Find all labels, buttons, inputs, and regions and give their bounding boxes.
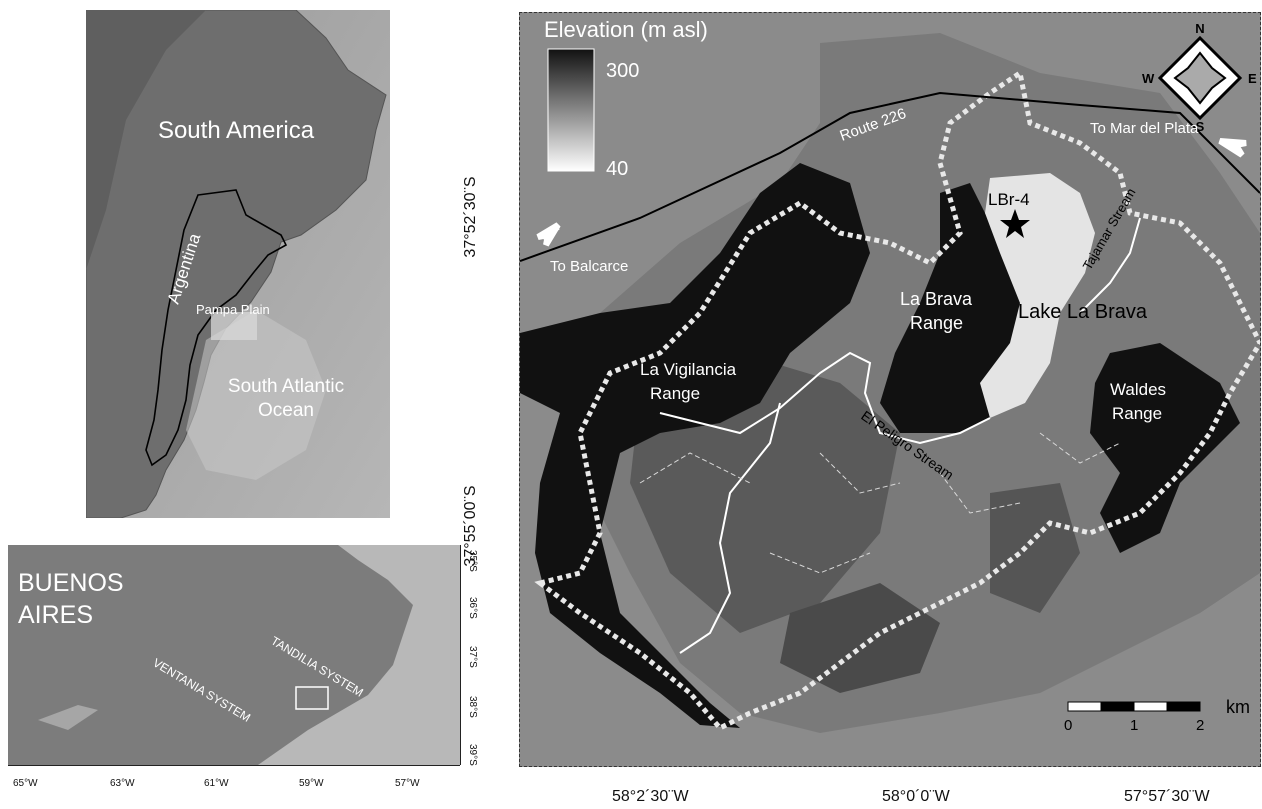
legend-min-value: 40: [606, 158, 628, 180]
site-lbr4-label: LBr-4: [988, 190, 1030, 209]
ba-lon-tick-61: 61°W: [204, 778, 229, 789]
scale-tick-2: 2: [1196, 717, 1204, 734]
atlantic-coast-sea: [258, 545, 460, 765]
scale-bar: [1067, 701, 1201, 712]
la-vigilancia-range-label-line1: La Vigilancia: [640, 360, 737, 379]
route-226-line: [520, 91, 1260, 262]
ba-lon-tick-59: 59°W: [299, 778, 324, 789]
ba-lon-tick-65: 65°W: [13, 778, 38, 789]
ba-lon-tick-57: 57°W: [395, 778, 420, 789]
ba-longitude-axis: [8, 765, 460, 776]
compass-south-label: S: [1196, 119, 1205, 134]
to-balcarce-arrow: [536, 222, 561, 247]
buenos-label-line2: AIRES: [18, 601, 93, 629]
ba-latitude-axis: [460, 545, 469, 765]
south-america-label: South America: [158, 117, 315, 144]
lon-label-58-0-0: 58°0´0¨W: [882, 788, 950, 805]
lon-label-58-2-30: 58°2´30¨W: [612, 788, 689, 805]
waldes-range-label-line2: Range: [1112, 404, 1162, 423]
southern-hill-zone: [780, 583, 940, 693]
to-mar-del-plata-label: To Mar del Plata: [1090, 120, 1199, 137]
study-area-box: [295, 686, 329, 710]
tributary-stream-line: [679, 402, 781, 654]
minor-drainage-lines: [639, 432, 1121, 574]
elevation-legend-title: Elevation (m asl): [544, 17, 708, 42]
ocean-label-line2: Ocean: [258, 400, 314, 421]
waldes-range-terrain: [1090, 343, 1240, 553]
la-brava-range-label-line2: Range: [910, 313, 963, 333]
elevation-map-graphic: Elevation (m asl) 300 40 N S E W Route 2…: [520, 13, 1260, 766]
pampa-plain-highlight: [211, 312, 257, 340]
lat-label-37-55-00: 37°55´00¨S: [462, 485, 479, 567]
south-america-map-graphic: South America Argentina Pampa Plain Sout…: [86, 10, 390, 518]
south-america-landmass: [86, 10, 387, 518]
lon-label-57-57-30: 57°57´30¨W: [1124, 788, 1210, 805]
pampa-plain-label: Pampa Plain: [196, 302, 270, 317]
waldes-range-label-line1: Waldes: [1110, 380, 1166, 399]
compass-east-label: E: [1248, 71, 1257, 86]
argentina-outline: [145, 189, 288, 467]
lagoon: [38, 705, 98, 730]
el-peligro-stream-line: [659, 351, 991, 445]
to-mar-del-plata-arrow: [1218, 138, 1247, 158]
andes-shading: [86, 10, 206, 270]
lat-label-37-52-30: 37°52´30¨S: [462, 176, 479, 258]
la-brava-range-label-line1: La Brava: [900, 289, 973, 309]
elevation-legend-gradient: [547, 48, 595, 172]
la-vigilancia-range-label-line2: Range: [650, 384, 700, 403]
tajamar-stream-line: [1079, 217, 1141, 314]
scale-tick-0: 0: [1064, 717, 1072, 734]
site-lbr4-star-icon: [1000, 209, 1030, 238]
study-area-elevation-map: Elevation (m asl) 300 40 N S E W Route 2…: [519, 12, 1261, 767]
la-vigilancia-range-terrain: [520, 163, 870, 728]
watershed-boundary: [534, 68, 1260, 732]
scale-tick-1: 1: [1130, 717, 1138, 734]
ba-lon-tick-63: 63°W: [110, 778, 135, 789]
north-arrow-compass-icon: [1157, 35, 1243, 121]
eastern-hill-zone: [990, 483, 1080, 613]
south-america-inset-map: South America Argentina Pampa Plain Sout…: [86, 10, 390, 518]
continental-shelf: [186, 310, 326, 480]
compass-north-label: N: [1195, 21, 1204, 36]
ba-lat-tick-37: 37°S: [467, 646, 478, 668]
ocean-label-line1: South Atlantic: [228, 376, 344, 397]
buenos-aires-inset-map: BUENOS AIRES TANDILIA SYSTEM VENTANIA SY…: [8, 545, 460, 765]
ba-lat-tick-36: 36°S: [467, 597, 478, 619]
ba-lat-tick-38: 38°S: [467, 696, 478, 718]
compass-west-label: W: [1142, 71, 1155, 86]
legend-max-value: 300: [606, 60, 639, 82]
buenos-aires-map-graphic: BUENOS AIRES TANDILIA SYSTEM VENTANIA SY…: [8, 545, 460, 765]
ba-lat-tick-39: 39°S: [467, 744, 478, 766]
lake-la-brava-label: Lake La Brava: [1018, 301, 1148, 323]
buenos-label-line1: BUENOS: [18, 569, 124, 597]
scale-unit: km: [1226, 697, 1250, 717]
to-balcarce-label: To Balcarce: [550, 258, 628, 275]
